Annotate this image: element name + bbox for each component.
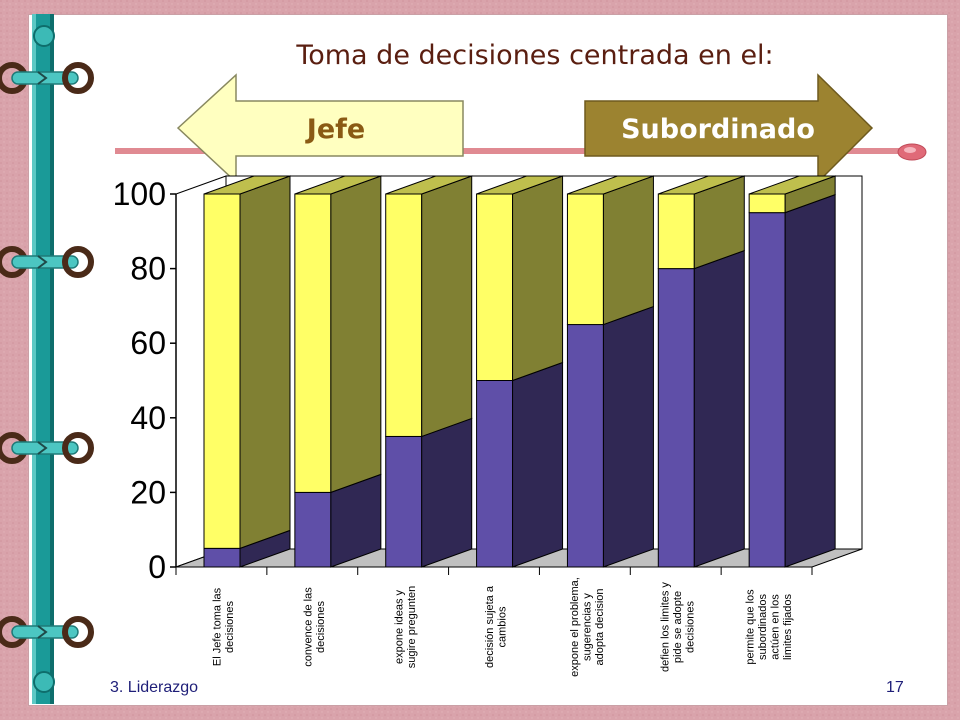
bar-front-face xyxy=(657,193,695,270)
bar-front-face xyxy=(476,380,514,568)
rivet-top-icon xyxy=(33,25,55,47)
x-category-label-1: convence de las xyxy=(303,587,315,667)
bar-top-face xyxy=(658,175,745,195)
x-category-label-5: defien los limites y xyxy=(660,582,672,672)
bar-front-face xyxy=(657,268,695,568)
x-category-label-3: cambios xyxy=(497,606,509,647)
bar-top-face xyxy=(748,175,836,195)
x-category-label-4: adopta decision xyxy=(594,588,606,665)
ring-right-icon xyxy=(62,432,94,464)
bar-side-face xyxy=(512,175,564,382)
bar-1-segment-1 xyxy=(294,175,382,494)
bar-side-face xyxy=(330,175,382,494)
y-tick-label: 80 xyxy=(130,251,166,287)
bar-side-face xyxy=(239,175,291,550)
x-category-label-1: decisiones xyxy=(315,601,327,653)
bar-side-face xyxy=(602,175,654,326)
x-category-label-4: sugerencias y xyxy=(581,593,593,661)
binding-strip xyxy=(32,14,54,704)
x-category-label-6: limites fijados xyxy=(782,593,794,660)
bar-top-face xyxy=(203,175,291,195)
bar-front-face xyxy=(294,193,332,493)
bar-5-segment-1 xyxy=(657,175,745,270)
bar-6-segment-1 xyxy=(748,175,836,214)
bar-4-segment-0 xyxy=(566,305,654,568)
x-category-label-5: decisiones xyxy=(685,601,697,653)
x-category-label-0: El Jefe toma las xyxy=(212,587,224,666)
rivet-bottom-icon xyxy=(33,671,55,693)
bar-side-face xyxy=(421,417,473,568)
x-category-label-3: decisión sujeta a xyxy=(484,585,496,668)
bar-side-face xyxy=(421,175,473,438)
y-axis: 0 20 40 60 80 100 xyxy=(113,176,177,585)
subordinado-arrow-label: Subordinado xyxy=(621,114,815,145)
bar-top-face xyxy=(385,175,472,195)
bar-3-segment-0 xyxy=(476,361,564,568)
bar-6-segment-0 xyxy=(748,193,836,568)
x-category-label-0: decisiones xyxy=(224,601,236,653)
bar-front-face xyxy=(748,212,786,568)
y-tick-label: 40 xyxy=(130,400,166,436)
jefe-arrow-label: Jefe xyxy=(305,114,365,145)
ring-chevron-icon xyxy=(37,255,48,269)
slide-title: Toma de decisiones centrada en el: xyxy=(296,40,774,71)
x-category-label-5: pide se adopte xyxy=(672,591,684,663)
ring-right-icon xyxy=(62,62,94,94)
bar-front-face xyxy=(566,193,604,326)
y-tick-label: 100 xyxy=(113,176,166,212)
bar-2-segment-0 xyxy=(385,417,473,568)
bar-front-face xyxy=(203,547,241,568)
ring-right-icon xyxy=(62,246,94,278)
bar-side-face xyxy=(512,361,564,568)
x-category-label-6: subordinados xyxy=(757,593,769,660)
y-tick-label: 20 xyxy=(130,474,166,510)
y-tick-label: 0 xyxy=(148,549,166,585)
footer-section-label: 3. Liderazgo xyxy=(110,679,199,696)
bar-2-segment-1 xyxy=(385,175,473,438)
bar-front-face xyxy=(566,324,604,568)
ring-right-icon xyxy=(62,616,94,648)
bar-side-face xyxy=(693,249,745,568)
x-category-label-4: expone el problema, xyxy=(569,577,581,677)
ring-chevron-icon xyxy=(37,441,48,455)
y-tick-label: 60 xyxy=(130,325,166,361)
bar-0-segment-1 xyxy=(203,175,291,550)
bar-front-face xyxy=(385,435,423,568)
ring-chevron-icon xyxy=(37,71,48,85)
x-category-label-6: permite que los xyxy=(744,589,756,665)
bars xyxy=(203,175,836,568)
bar-3-segment-1 xyxy=(476,175,564,382)
bar-front-face xyxy=(385,193,423,437)
bar-0-segment-0 xyxy=(203,529,291,568)
ring-chevron-icon xyxy=(37,625,48,639)
bar-side-face xyxy=(784,193,836,568)
bar-front-face xyxy=(476,193,514,381)
bar-top-face xyxy=(567,175,654,195)
bar-5-segment-0 xyxy=(657,249,745,568)
x-category-label-2: expone ideas y xyxy=(393,590,405,664)
bar-front-face xyxy=(748,193,786,214)
bar-4-segment-1 xyxy=(566,175,654,326)
bar-top-face xyxy=(476,175,563,195)
bar-1-segment-0 xyxy=(294,473,382,568)
page-number: 17 xyxy=(886,679,904,696)
x-category-label-2: sugire pregunten xyxy=(406,586,418,669)
bar-side-face xyxy=(602,305,654,568)
bar-front-face xyxy=(294,491,332,568)
binder-rings xyxy=(0,62,94,648)
bar-top-face xyxy=(294,175,382,195)
x-category-label-6: actúen en los xyxy=(769,594,781,660)
x-axis: El Jefe toma las decisiones convence de la… xyxy=(175,567,813,677)
bar-front-face xyxy=(203,193,241,549)
